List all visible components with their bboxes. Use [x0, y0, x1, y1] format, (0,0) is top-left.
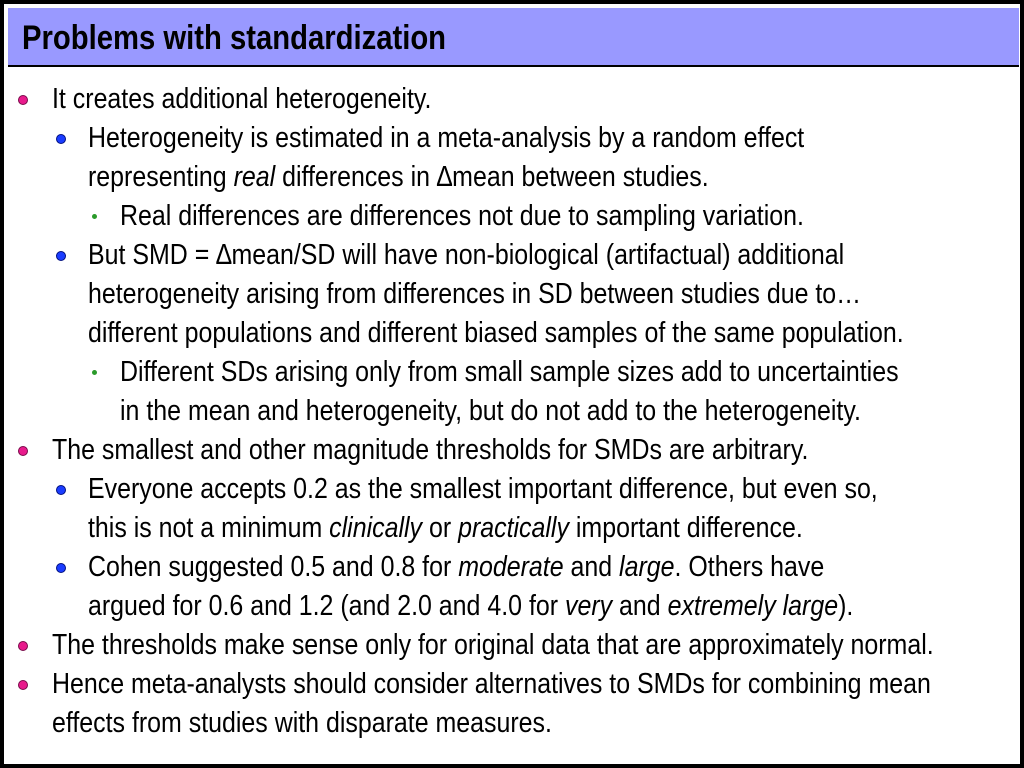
slide-title: Problems with standardization: [22, 19, 447, 57]
bullet-marker-level1: [18, 445, 28, 456]
bullet-text-level2: different populations and different bias…: [88, 317, 904, 349]
emphasized-text: large: [619, 551, 675, 583]
title-bar: Problems with standardization: [8, 8, 1019, 67]
bullet-text-level1: effects from studies with disparate meas…: [52, 707, 552, 739]
emphasized-text: clinically: [329, 512, 423, 544]
slide: Problems with standardization It creates…: [4, 4, 1020, 764]
bullet-marker-level1: [18, 640, 28, 651]
bullet-text-level1: It creates additional heterogeneity.: [52, 83, 432, 115]
bullet-text-level1: Hence meta-analysts should consider alte…: [52, 668, 931, 700]
bullet-text-level2: representing real differences in ∆mean b…: [88, 161, 709, 193]
bullet-text-level2: Heterogeneity is estimated in a meta-ana…: [88, 122, 805, 154]
bullet-text-level2: Everyone accepts 0.2 as the smallest imp…: [88, 473, 878, 505]
bullet-marker-level2: [56, 133, 66, 144]
bullet-text-level2: this is not a minimum clinically or prac…: [88, 512, 803, 544]
bullet-marker-level3: [92, 213, 97, 219]
bullet-marker-level2: [56, 562, 66, 573]
bullet-text-level2: heterogeneity arising from differences i…: [88, 278, 862, 310]
bullet-text-level1: The thresholds make sense only for origi…: [52, 629, 934, 661]
bullet-marker-level3: [92, 369, 97, 375]
bullet-marker-level1: [18, 94, 28, 105]
bullet-list: It creates additional heterogeneity. Hete…: [4, 74, 1020, 764]
bullet-text-level1: The smallest and other magnitude thresho…: [52, 434, 809, 466]
bullet-text-level2: But SMD = ∆mean/SD will have non-biologi…: [88, 239, 845, 271]
bullet-text-level3: Different SDs arising only from small sa…: [120, 356, 899, 388]
emphasized-text: moderate: [458, 551, 564, 583]
bullet-text-level3: in the mean and heterogeneity, but do no…: [120, 395, 861, 427]
emphasized-text: extremely large: [667, 590, 839, 622]
bullet-marker-level2: [56, 250, 66, 261]
bullet-marker-level2: [56, 484, 66, 495]
bullet-text-level3: Real differences are differences not due…: [120, 200, 804, 232]
emphasized-text: practically: [458, 512, 569, 544]
bullet-text-level2: argued for 0.6 and 1.2 (and 2.0 and 4.0 …: [88, 590, 854, 622]
emphasized-text: real: [233, 161, 276, 193]
bullet-text-level2: Cohen suggested 0.5 and 0.8 for moderate…: [88, 551, 825, 583]
bullet-marker-level1: [18, 679, 28, 690]
emphasized-text: very: [564, 590, 613, 622]
